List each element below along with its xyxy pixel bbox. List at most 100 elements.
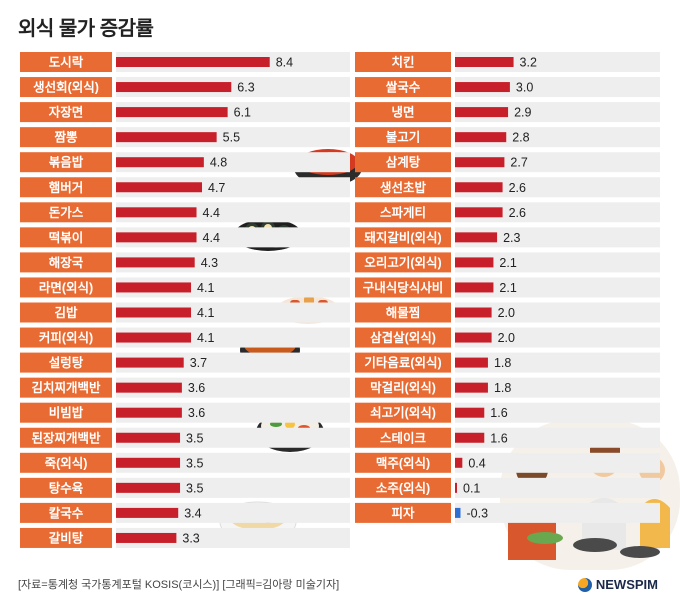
category-label-bg [355, 427, 451, 448]
category-label: 탕수육 [49, 480, 84, 495]
value-bar [455, 182, 503, 193]
value-bar [455, 432, 485, 443]
value-bar [116, 107, 228, 118]
category-label-bg [20, 327, 112, 348]
value-label: 1.8 [494, 356, 511, 370]
row-background [455, 152, 660, 173]
category-label: 쌀국수 [386, 80, 421, 95]
category-label: 생선회(외식) [33, 80, 99, 95]
bar-row: 오리고기(외식) 2.1 [355, 252, 660, 273]
left-bar-panel: 도시락 8.4 생선회(외식) 6.3 자장면 6.1 짬뽕 5.5 볶음밥 4.8 햄버거 4.7 돈… [20, 52, 350, 548]
brand-logo: NEWSPIM [577, 577, 658, 592]
value-bar [116, 332, 192, 343]
row-background [455, 452, 660, 473]
bar-row: 막걸리(외식) 1.8 [355, 377, 660, 398]
value-label: 2.1 [499, 256, 516, 270]
bar-row: 죽(외식) 3.5 [20, 452, 350, 473]
bar-row: 짬뽕 5.5 [20, 127, 350, 148]
category-label-bg [20, 377, 112, 398]
value-label: 1.8 [494, 381, 511, 395]
bar-row: 맥주(외식) 0.4 [355, 452, 660, 473]
bar-row: 도시락 8.4 [20, 52, 350, 72]
category-label: 죽(외식) [45, 455, 88, 470]
value-bar [116, 257, 195, 268]
row-background [455, 402, 660, 423]
category-label: 피자 [391, 505, 415, 520]
category-label: 쇠고기(외식) [370, 405, 436, 420]
row-background [455, 252, 660, 273]
value-bar [455, 332, 492, 343]
category-label-bg [20, 177, 112, 198]
value-bar [116, 207, 197, 218]
value-bar [455, 457, 463, 468]
category-label-bg [355, 202, 451, 223]
category-label: 자장면 [49, 105, 84, 120]
category-label-bg [355, 252, 451, 273]
category-label: 치킨 [391, 55, 414, 70]
newspim-logo-icon [577, 577, 592, 592]
category-label-bg [355, 377, 451, 398]
category-label-bg [355, 302, 451, 323]
category-label-bg [355, 52, 451, 72]
value-label: 2.8 [512, 131, 529, 145]
value-label: 0.1 [463, 481, 480, 495]
category-label-bg [20, 352, 112, 373]
category-label-bg [20, 127, 112, 148]
right-bar-panel: 치킨 3.2 쌀국수 3.0 냉면 2.9 불고기 2.8 삼계탕 2.7 생선초밥 2.6 스파게티 2… [355, 52, 660, 523]
category-label: 된장찌개백반 [31, 430, 101, 445]
value-label: 3.6 [188, 381, 205, 395]
value-label: 4.4 [203, 206, 220, 220]
value-label: 1.6 [490, 406, 507, 420]
value-bar [455, 307, 492, 318]
category-label-bg [20, 152, 112, 173]
bar-row: 돼지갈비(외식) 2.3 [355, 227, 660, 248]
value-bar [455, 257, 494, 268]
value-bar [116, 457, 181, 468]
value-bar [455, 357, 488, 368]
source-note: [자료=통계청 국가통계포털 KOSIS(코시스)] [그래픽=김아랑 미술기자… [18, 579, 340, 591]
category-label: 냉면 [391, 105, 414, 120]
value-bar [455, 207, 503, 218]
value-label: 3.5 [186, 481, 203, 495]
row-background [455, 302, 660, 323]
row-background [455, 277, 660, 298]
bar-row: 된장찌개백반 3.5 [20, 427, 350, 448]
value-bar [455, 107, 509, 118]
bar-row: 치킨 3.2 [355, 52, 660, 72]
value-label: 2.6 [509, 181, 526, 195]
value-label: 4.4 [203, 231, 220, 245]
value-bar [455, 382, 488, 393]
value-label: 4.1 [197, 306, 214, 320]
category-label: 돼지갈비(외식) [364, 230, 441, 245]
row-background [455, 177, 660, 198]
category-label-bg [355, 502, 451, 523]
category-label-bg [355, 352, 451, 373]
category-label-bg [355, 452, 451, 473]
bar-row: 피자 -0.3 [355, 502, 660, 523]
bar-row: 생선회(외식) 6.3 [20, 77, 350, 98]
bar-row: 설렁탕 3.7 [20, 352, 350, 373]
category-label: 김치찌개백반 [31, 380, 101, 395]
row-background [455, 377, 660, 398]
value-bar [116, 57, 270, 67]
category-label: 막걸리(외식) [370, 380, 436, 395]
bar-row: 김치찌개백반 3.6 [20, 377, 350, 398]
category-label: 라면(외식) [39, 280, 93, 295]
value-bar [455, 82, 510, 93]
category-label-bg [355, 177, 451, 198]
value-bar [116, 357, 184, 368]
bar-row: 스테이크 1.6 [355, 427, 660, 448]
value-bar [116, 82, 232, 93]
value-label: 6.3 [237, 81, 254, 95]
value-label: 2.0 [498, 306, 515, 320]
bar-row: 볶음밥 4.8 [20, 152, 350, 173]
value-label: 3.7 [190, 356, 207, 370]
category-label: 비빔밥 [49, 405, 84, 420]
category-label: 햄버거 [49, 180, 84, 195]
category-label-bg [355, 477, 451, 498]
category-label: 돈가스 [49, 205, 84, 220]
bar-row: 해물찜 2.0 [355, 302, 660, 323]
category-label: 설렁탕 [49, 355, 84, 370]
value-label: 2.1 [499, 281, 516, 295]
category-label: 스테이크 [380, 430, 427, 445]
